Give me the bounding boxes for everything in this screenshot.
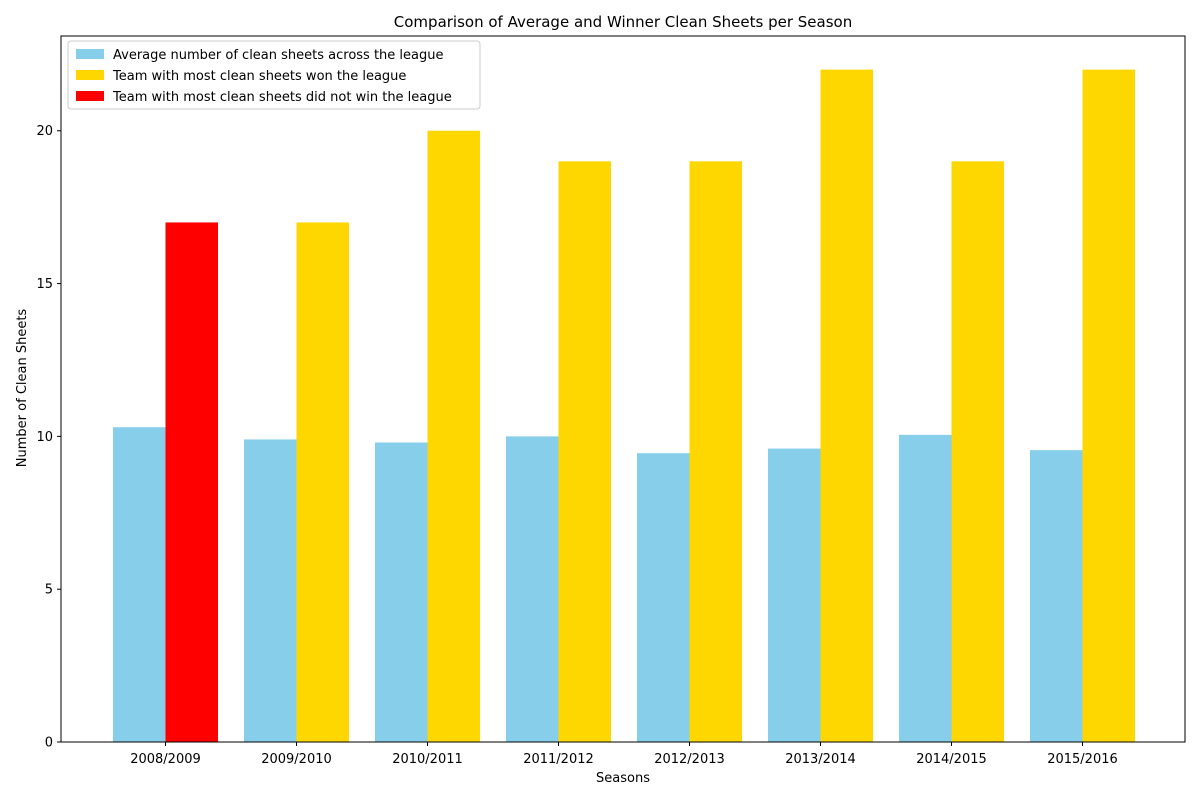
y-tick-label-1: 5 xyxy=(45,583,53,598)
bar-most-clean-sheets-2 xyxy=(427,130,480,743)
bar-average-7 xyxy=(1030,450,1083,742)
bar-average-3 xyxy=(506,436,559,742)
bar-average-4 xyxy=(637,453,690,742)
legend-label-1: Team with most clean sheets won the leag… xyxy=(112,69,406,84)
x-tick-label-0: 2008/2009 xyxy=(130,752,201,767)
legend-swatch-1 xyxy=(76,70,104,80)
chart-title: Comparison of Average and Winner Clean S… xyxy=(394,13,852,31)
axes-group: 0 5 10 15 20 2008/2009 2009/2010 2010/2011 2011/… xyxy=(36,35,1186,767)
x-tick-label-7: 2015/2016 xyxy=(1047,752,1118,767)
bar-most-clean-sheets-0 xyxy=(165,222,218,742)
y-tick-label-4: 20 xyxy=(36,124,53,139)
bar-most-clean-sheets-1 xyxy=(296,222,349,742)
x-tick-label-6: 2014/2015 xyxy=(916,752,987,767)
x-tick-label-3: 2011/2012 xyxy=(523,752,594,767)
legend-label-0: Average number of clean sheets across th… xyxy=(113,48,444,63)
plot-frame xyxy=(60,35,1186,743)
bar-most-clean-sheets-5 xyxy=(820,69,873,743)
bars-group xyxy=(113,69,1135,743)
bar-most-clean-sheets-7 xyxy=(1082,69,1135,743)
bar-average-1 xyxy=(244,439,297,742)
legend-swatch-2 xyxy=(76,91,104,101)
x-axis-label: Seasons xyxy=(596,771,650,786)
x-tick-label-2: 2010/2011 xyxy=(392,752,463,767)
bar-average-0 xyxy=(113,427,166,742)
bar-most-clean-sheets-6 xyxy=(951,161,1004,742)
legend-swatch-0 xyxy=(76,49,104,59)
bar-average-5 xyxy=(768,448,821,742)
bar-most-clean-sheets-4 xyxy=(689,161,742,742)
y-tick-label-3: 15 xyxy=(36,277,53,292)
x-tick-label-1: 2009/2010 xyxy=(261,752,332,767)
legend-frame xyxy=(67,40,481,110)
y-tick-label-0: 0 xyxy=(45,736,53,751)
x-tick-label-4: 2012/2013 xyxy=(654,752,725,767)
y-tick-label-2: 10 xyxy=(36,430,53,445)
x-tick-label-5: 2013/2014 xyxy=(785,752,856,767)
y-axis-label: Number of Clean Sheets xyxy=(15,309,30,468)
bar-average-2 xyxy=(375,442,428,742)
bar-most-clean-sheets-3 xyxy=(558,161,611,742)
legend-label-2: Team with most clean sheets did not win … xyxy=(112,90,452,105)
bar-average-6 xyxy=(899,434,952,742)
legend: Average number of clean sheets across th… xyxy=(67,40,481,110)
